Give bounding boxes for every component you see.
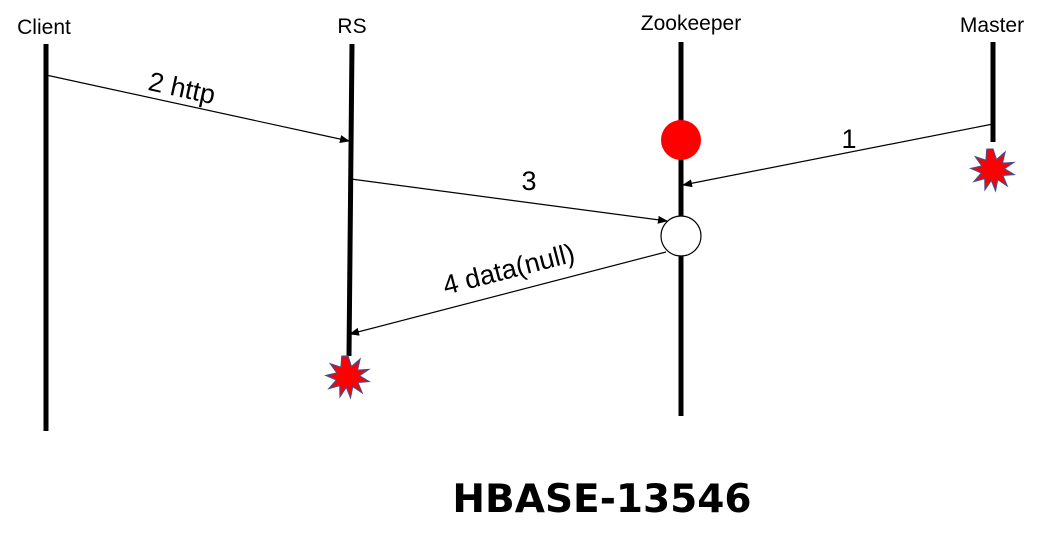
message-arrow-2 — [45, 74, 350, 143]
znode-present-icon — [661, 120, 701, 160]
message-arrow-3 — [350, 178, 668, 224]
actor-label-rs: RS — [337, 15, 366, 38]
crash-explosion-icon-rs — [324, 355, 371, 400]
actor-label-zookeeper: Zookeeper — [641, 12, 741, 35]
diagram-caption: HBASE-13546 — [452, 477, 751, 522]
message-label-2: 2 http — [146, 66, 218, 110]
actor-label-client: Client — [17, 16, 71, 39]
crash-explosion-icon-master — [969, 148, 1016, 193]
actor-label-master: Master — [960, 14, 1024, 37]
message-arrow-1 — [682, 123, 994, 188]
message-label-3: 3 — [521, 166, 536, 196]
message-label-4: 4 data(null) — [440, 238, 578, 301]
lifeline-rs — [346, 43, 355, 357]
znode-missing-icon — [660, 215, 702, 257]
message-label-1: 1 — [841, 124, 856, 154]
message-arrow-4 — [349, 251, 667, 336]
